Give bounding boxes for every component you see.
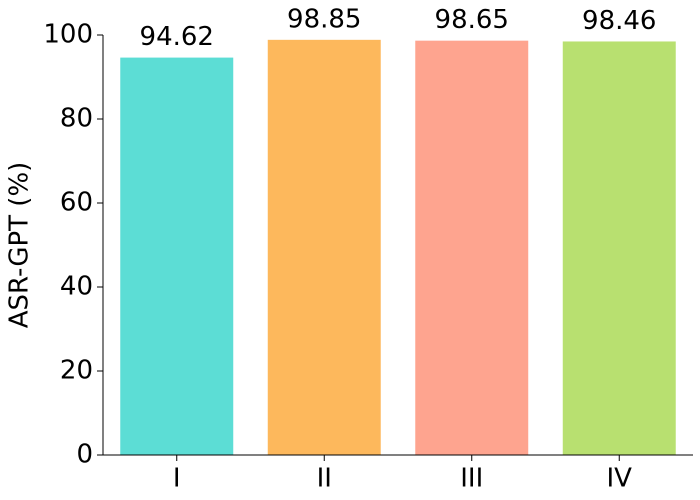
value-label: 98.46: [582, 6, 656, 36]
y-tick-label: 20: [60, 356, 93, 386]
x-tick-label: I: [173, 464, 181, 494]
y-tick-label: 100: [43, 20, 93, 50]
bar: [267, 39, 381, 455]
value-label: 94.62: [140, 22, 214, 52]
x-tick-label: III: [460, 464, 483, 494]
y-tick-label: 40: [60, 272, 93, 302]
y-axis-label: ASR-GPT (%): [5, 162, 35, 329]
bar: [415, 40, 529, 456]
x-tick-label: II: [317, 464, 332, 494]
y-tick-label: 0: [76, 440, 93, 470]
y-tick-label: 80: [60, 104, 93, 134]
value-label: 98.85: [287, 4, 361, 34]
value-label: 98.65: [435, 5, 509, 35]
bar: [120, 57, 234, 455]
bar: [562, 41, 676, 456]
x-tick-label: IV: [607, 464, 633, 494]
y-tick-label: 60: [60, 188, 93, 218]
